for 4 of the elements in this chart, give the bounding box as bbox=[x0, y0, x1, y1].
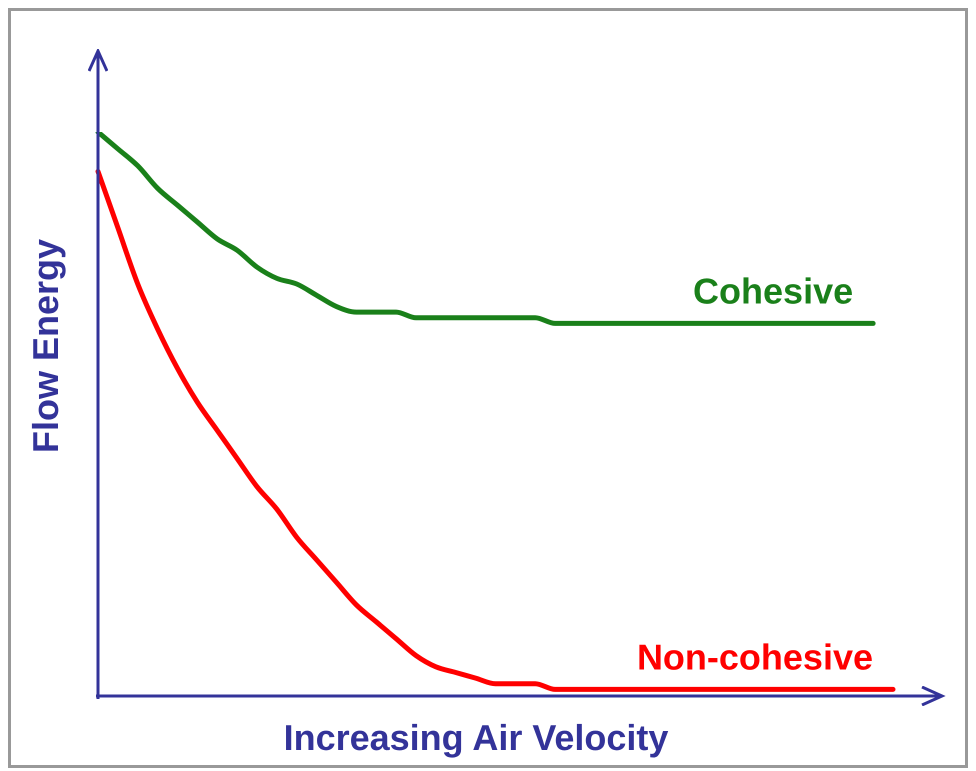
series-label: Cohesive bbox=[693, 270, 854, 312]
series-label: Non-cohesive bbox=[636, 636, 873, 678]
y-axis-title: Flow Energy bbox=[25, 238, 67, 454]
x-axis-title: Increasing Air Velocity bbox=[282, 717, 670, 759]
